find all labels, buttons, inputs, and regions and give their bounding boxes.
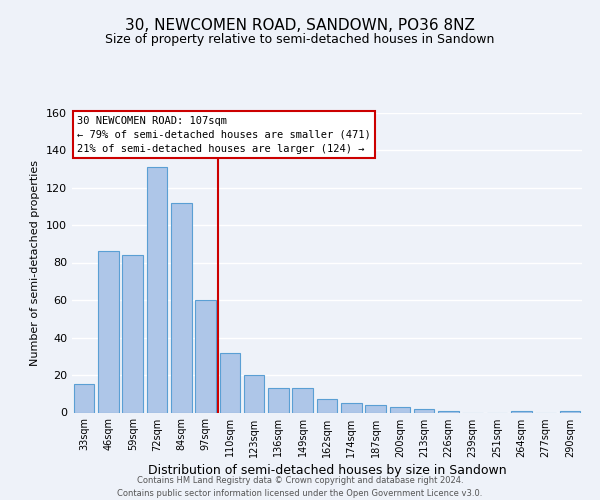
Bar (341, 403, 362, 412)
Bar (122, 255, 143, 412)
Bar (511, 410, 532, 412)
Text: 30 NEWCOMEN ROAD: 107sqm
← 79% of semi-detached houses are smaller (471)
21% of : 30 NEWCOMEN ROAD: 107sqm ← 79% of semi-d… (77, 116, 371, 154)
Bar (317, 400, 337, 412)
Bar (195, 300, 216, 412)
Bar (560, 410, 580, 412)
Bar (292, 388, 313, 412)
Bar (220, 352, 240, 412)
Bar (74, 384, 94, 412)
Bar (389, 407, 410, 412)
Bar (244, 375, 265, 412)
Bar (268, 388, 289, 412)
Text: 30, NEWCOMEN ROAD, SANDOWN, PO36 8NZ: 30, NEWCOMEN ROAD, SANDOWN, PO36 8NZ (125, 18, 475, 32)
Bar (365, 405, 386, 412)
X-axis label: Distribution of semi-detached houses by size in Sandown: Distribution of semi-detached houses by … (148, 464, 506, 477)
Bar (414, 409, 434, 412)
Bar (98, 252, 119, 412)
Y-axis label: Number of semi-detached properties: Number of semi-detached properties (31, 160, 40, 366)
Bar (438, 410, 459, 412)
Bar (171, 202, 191, 412)
Text: Contains HM Land Registry data © Crown copyright and database right 2024.
Contai: Contains HM Land Registry data © Crown c… (118, 476, 482, 498)
Bar (146, 167, 167, 412)
Text: Size of property relative to semi-detached houses in Sandown: Size of property relative to semi-detach… (106, 32, 494, 46)
